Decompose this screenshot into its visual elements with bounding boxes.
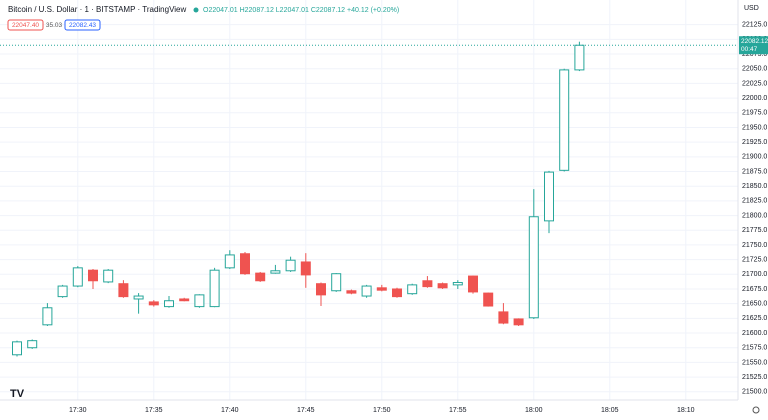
candle-body [422, 280, 433, 288]
logo-mark: TV [10, 388, 25, 400]
y-tick-label: 21700.0 [742, 271, 767, 278]
candle-body [57, 285, 68, 298]
x-tick-label: 18:05 [601, 407, 619, 414]
candle-body [194, 294, 205, 308]
y-tick-label: 21525.0 [742, 374, 767, 381]
candle-body [513, 318, 524, 326]
candle-body [300, 261, 311, 276]
settings-icon[interactable] [752, 406, 760, 414]
candle-body [498, 311, 509, 324]
x-tick-label: 18:00 [525, 407, 543, 414]
y-tick-label: 21975.0 [742, 110, 767, 117]
candles [0, 41, 738, 357]
grid [0, 0, 738, 400]
candle-body [148, 301, 159, 306]
y-tick-label: 21675.0 [742, 286, 767, 293]
candle-body [12, 341, 22, 356]
candle-body [483, 292, 494, 307]
candle-body [240, 253, 250, 275]
candle-body [407, 284, 418, 295]
countdown: 00:47 [741, 46, 758, 53]
ask-value: 22082.43 [69, 22, 96, 29]
candle-body [72, 267, 83, 287]
ask-box [64, 19, 101, 31]
candle-body [179, 298, 190, 302]
y-tick-label: 21875.0 [742, 168, 767, 175]
y-tick-label: 21750.0 [742, 242, 767, 249]
y-tick-label: 22025.0 [742, 80, 767, 87]
y-tick-label: 21775.0 [742, 227, 767, 234]
candle-body [574, 44, 585, 71]
candle-body [559, 69, 570, 171]
y-tick-label: 22125.0 [742, 22, 767, 29]
candle-body [209, 269, 220, 308]
candle-body [88, 269, 98, 282]
bid-box [7, 19, 44, 31]
y-tick-label: 21950.0 [742, 124, 767, 131]
y-tick-label: 21550.0 [742, 359, 767, 366]
logo: TV [10, 388, 25, 400]
candle-body [316, 283, 326, 296]
y-tick-label: 21600.0 [742, 330, 767, 337]
candle-body [437, 283, 448, 289]
chart-title: Bitcoin / U.S. Dollar · 1 · BITSTAMP · T… [8, 5, 187, 14]
candle-body [331, 273, 342, 292]
x-tick-label: 17:30 [69, 407, 87, 414]
candle-body [224, 254, 235, 269]
y-tick-label: 21725.0 [742, 256, 767, 263]
candle-body [270, 270, 281, 274]
x-tick-label: 17:50 [373, 407, 391, 414]
ohlc-readout: O22047.01 H22087.12 L22047.01 C22087.12 … [203, 7, 399, 14]
last-price-tag [739, 36, 768, 55]
candle-body [392, 288, 402, 298]
candle-body [285, 259, 296, 272]
candle-body [452, 282, 463, 286]
x-tick-label: 17:35 [145, 407, 163, 414]
candle-body [528, 216, 539, 319]
candle-body [376, 287, 387, 291]
y-tick-label: 21800.0 [742, 212, 767, 219]
x-tick-label: 17:40 [221, 407, 239, 414]
y-tick-label: 22075.0 [742, 51, 767, 58]
y-tick-label: 21825.0 [742, 198, 767, 205]
y-tick-label: 21625.0 [742, 315, 767, 322]
x-tick-label: 17:55 [449, 407, 467, 414]
y-tick-label: 22000.0 [742, 95, 767, 102]
y-tick-label: 21575.0 [742, 345, 767, 352]
candle-body [544, 171, 554, 222]
spread-value: 35.03 [46, 22, 63, 29]
bid-value: 22047.40 [12, 22, 39, 29]
candle-body [346, 290, 357, 294]
y-tick-label: 21900.0 [742, 154, 767, 161]
y-tick-label: 21500.0 [742, 389, 767, 396]
candle-body [468, 275, 478, 293]
candle-body [118, 283, 129, 298]
y-tick-label: 21925.0 [742, 139, 767, 146]
y-tick-label: 21650.0 [742, 301, 767, 308]
status-dot [193, 7, 199, 13]
candle-body [361, 285, 372, 297]
x-tick-label: 18:10 [677, 407, 695, 414]
candle-body [255, 272, 266, 282]
candle-body [164, 300, 174, 308]
x-tick-label: 17:45 [297, 407, 315, 414]
currency: USD [744, 5, 759, 12]
candle-body [27, 340, 38, 349]
last-price-label: 22082.12 [741, 38, 768, 45]
candle-body [42, 307, 53, 326]
candle-body [103, 269, 114, 283]
y-tick-label: 21850.0 [742, 183, 767, 190]
candle-body [133, 295, 144, 300]
y-tick-label: 22050.0 [742, 66, 767, 73]
